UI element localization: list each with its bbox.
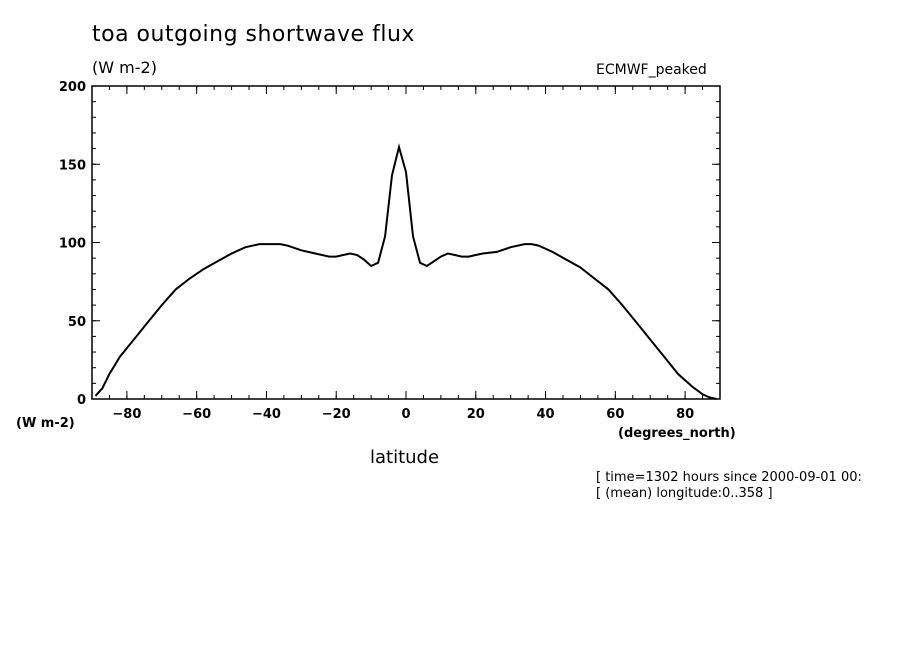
x-tick-label: −60 [182,407,211,422]
x-tick-label: 20 [467,407,485,422]
y-axis-units: (W m-2) [16,416,75,431]
x-tick-label: 60 [606,407,624,422]
series-line [94,143,717,400]
x-tick-label: 80 [676,407,694,422]
y-tick-label: 100 [59,237,86,252]
plot-frame [91,85,721,400]
x-tick-label: −80 [112,407,141,422]
x-tick-label: −40 [252,407,281,422]
dataset-label: ECMWF_peaked [596,62,707,78]
time-note: [ time=1302 hours since 2000-09-01 00: [596,470,862,485]
chart-title: toa outgoing shortwave flux [92,22,415,47]
y-tick-label: 150 [59,158,86,173]
x-tick-label: −20 [322,407,351,422]
y-tick-label: 0 [77,393,86,408]
x-axis-label: latitude [370,447,440,468]
y-tick-label: 50 [68,315,86,330]
x-tick-label: 40 [537,407,555,422]
y-tick-label: 200 [59,80,86,95]
chart-units: (W m-2) [92,58,157,77]
x-axis-units: (degrees_north) [618,426,736,441]
tick-labels: −80 −60 −40 −20 0 20 40 60 80 0 50 100 150 200 [59,80,694,422]
axis-ticks [91,85,721,400]
longitude-note: [ (mean) longitude:0..358 ] [596,486,773,501]
x-tick-label: 0 [401,407,410,422]
